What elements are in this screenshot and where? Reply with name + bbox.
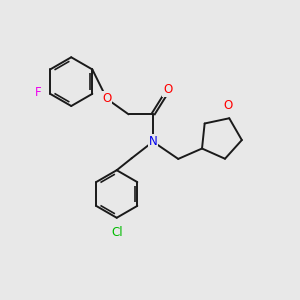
Text: Cl: Cl [111,226,122,239]
Text: N: N [148,135,157,148]
Text: O: O [163,83,172,97]
Text: O: O [102,92,112,105]
Text: O: O [223,99,232,112]
Text: F: F [35,86,42,99]
